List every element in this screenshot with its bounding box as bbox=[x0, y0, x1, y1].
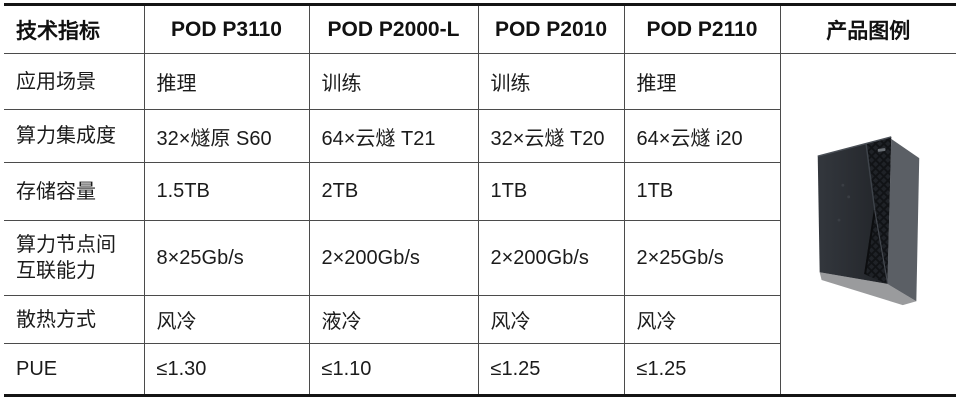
row-label: PUE bbox=[4, 343, 145, 396]
cell-value: 推理 bbox=[144, 53, 310, 110]
cell-value: 风冷 bbox=[478, 295, 625, 344]
table-row-compute-density: 算力集成度 32×燧原 S60 64×云燧 T21 32×云燧 T20 64×云… bbox=[4, 109, 956, 163]
col-header-pod-p2010: POD P2010 bbox=[478, 4, 625, 54]
cell-value: 1TB bbox=[478, 162, 625, 221]
cell-value: 64×云燧 i20 bbox=[624, 109, 781, 163]
cell-value: 推理 bbox=[624, 53, 781, 110]
cell-value: 32×云燧 T20 bbox=[478, 109, 625, 163]
col-header-pod-p2110: POD P2110 bbox=[624, 4, 781, 54]
table-row-interconnect: 算力节点间 互联能力 8×25Gb/s 2×200Gb/s 2×200Gb/s … bbox=[4, 220, 956, 296]
product-image-cell bbox=[780, 54, 956, 396]
col-header-pod-p3110: POD P3110 bbox=[144, 4, 310, 54]
col-header-pod-p2000l: POD P2000-L bbox=[309, 4, 479, 54]
cell-value: ≤1.10 bbox=[309, 343, 479, 396]
cell-value: 32×燧原 S60 bbox=[144, 109, 310, 163]
cell-value: 2TB bbox=[309, 162, 479, 221]
cell-value: 液冷 bbox=[309, 295, 479, 344]
cell-value: 2×25Gb/s bbox=[624, 220, 781, 296]
server-tower-icon bbox=[817, 136, 920, 306]
table-row-cooling: 散热方式 风冷 液冷 风冷 风冷 bbox=[4, 295, 956, 344]
cell-value: ≤1.25 bbox=[478, 343, 625, 396]
spec-table: 技术指标 POD P3110 POD P2000-L POD P2010 POD… bbox=[4, 3, 956, 397]
cell-value: 2×200Gb/s bbox=[478, 220, 625, 296]
header-row: 技术指标 POD P3110 POD P2000-L POD P2010 POD… bbox=[4, 4, 956, 54]
cell-value: 64×云燧 T21 bbox=[309, 109, 479, 163]
table-row-storage: 存储容量 1.5TB 2TB 1TB 1TB bbox=[4, 162, 956, 221]
cell-value: 2×200Gb/s bbox=[309, 220, 479, 296]
col-header-product-legend: 产品图例 bbox=[780, 4, 956, 54]
row-label: 散热方式 bbox=[4, 295, 145, 344]
cell-value: ≤1.30 bbox=[144, 343, 310, 396]
col-header-indicator: 技术指标 bbox=[4, 4, 145, 54]
table-row-pue: PUE ≤1.30 ≤1.10 ≤1.25 ≤1.25 bbox=[4, 343, 956, 396]
row-label: 存储容量 bbox=[4, 162, 145, 221]
table-row-application: 应用场景 推理 训练 训练 推理 bbox=[4, 53, 956, 306]
cell-value: 1TB bbox=[624, 162, 781, 221]
cell-value: 1.5TB bbox=[144, 162, 310, 221]
cell-value: 训练 bbox=[478, 53, 625, 110]
cell-value: 8×25Gb/s bbox=[144, 220, 310, 296]
cell-value: 训练 bbox=[309, 53, 479, 110]
cell-value: 风冷 bbox=[624, 295, 781, 344]
row-label: 算力节点间 互联能力 bbox=[4, 220, 145, 296]
cell-value: ≤1.25 bbox=[624, 343, 781, 396]
row-label: 算力集成度 bbox=[4, 109, 145, 163]
row-label: 应用场景 bbox=[4, 53, 145, 110]
cell-value: 风冷 bbox=[144, 295, 310, 344]
